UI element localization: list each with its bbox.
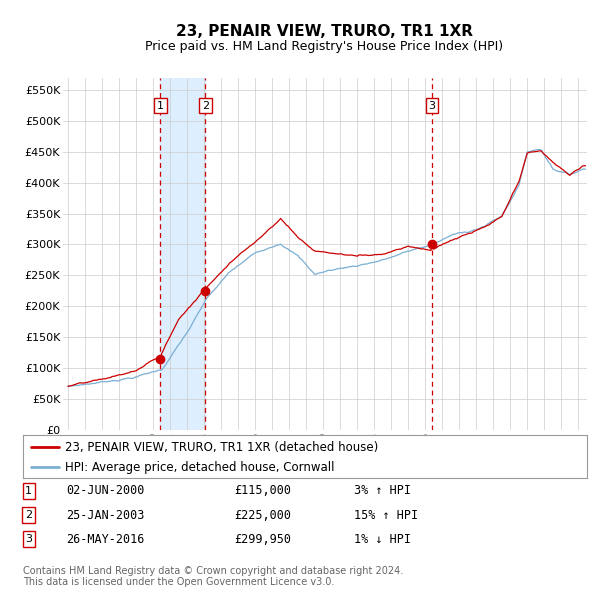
Bar: [160, 78, 205, 430]
Text: This data is licensed under the Open Government Licence v3.0.: This data is licensed under the Open Gov…: [23, 577, 334, 587]
Text: 26-MAY-2016: 26-MAY-2016: [66, 533, 145, 546]
Text: 23, PENAIR VIEW, TRURO, TR1 1XR (detached house): 23, PENAIR VIEW, TRURO, TR1 1XR (detache…: [65, 441, 379, 454]
Text: 2: 2: [25, 510, 32, 520]
Text: 3: 3: [428, 101, 436, 111]
Text: 1: 1: [157, 101, 164, 111]
Text: 25-JAN-2003: 25-JAN-2003: [66, 509, 145, 522]
Text: 02-JUN-2000: 02-JUN-2000: [66, 484, 145, 497]
Text: £225,000: £225,000: [234, 509, 291, 522]
Text: 3: 3: [25, 535, 32, 544]
Text: £115,000: £115,000: [234, 484, 291, 497]
Text: 3% ↑ HPI: 3% ↑ HPI: [354, 484, 411, 497]
Text: 23, PENAIR VIEW, TRURO, TR1 1XR: 23, PENAIR VIEW, TRURO, TR1 1XR: [176, 24, 473, 38]
Text: 2: 2: [202, 101, 209, 111]
Text: £299,950: £299,950: [234, 533, 291, 546]
Text: Contains HM Land Registry data © Crown copyright and database right 2024.: Contains HM Land Registry data © Crown c…: [23, 566, 403, 576]
Text: Price paid vs. HM Land Registry's House Price Index (HPI): Price paid vs. HM Land Registry's House …: [145, 40, 503, 53]
Text: 15% ↑ HPI: 15% ↑ HPI: [354, 509, 418, 522]
Text: HPI: Average price, detached house, Cornwall: HPI: Average price, detached house, Corn…: [65, 461, 335, 474]
Text: 1: 1: [25, 486, 32, 496]
Text: 1% ↓ HPI: 1% ↓ HPI: [354, 533, 411, 546]
